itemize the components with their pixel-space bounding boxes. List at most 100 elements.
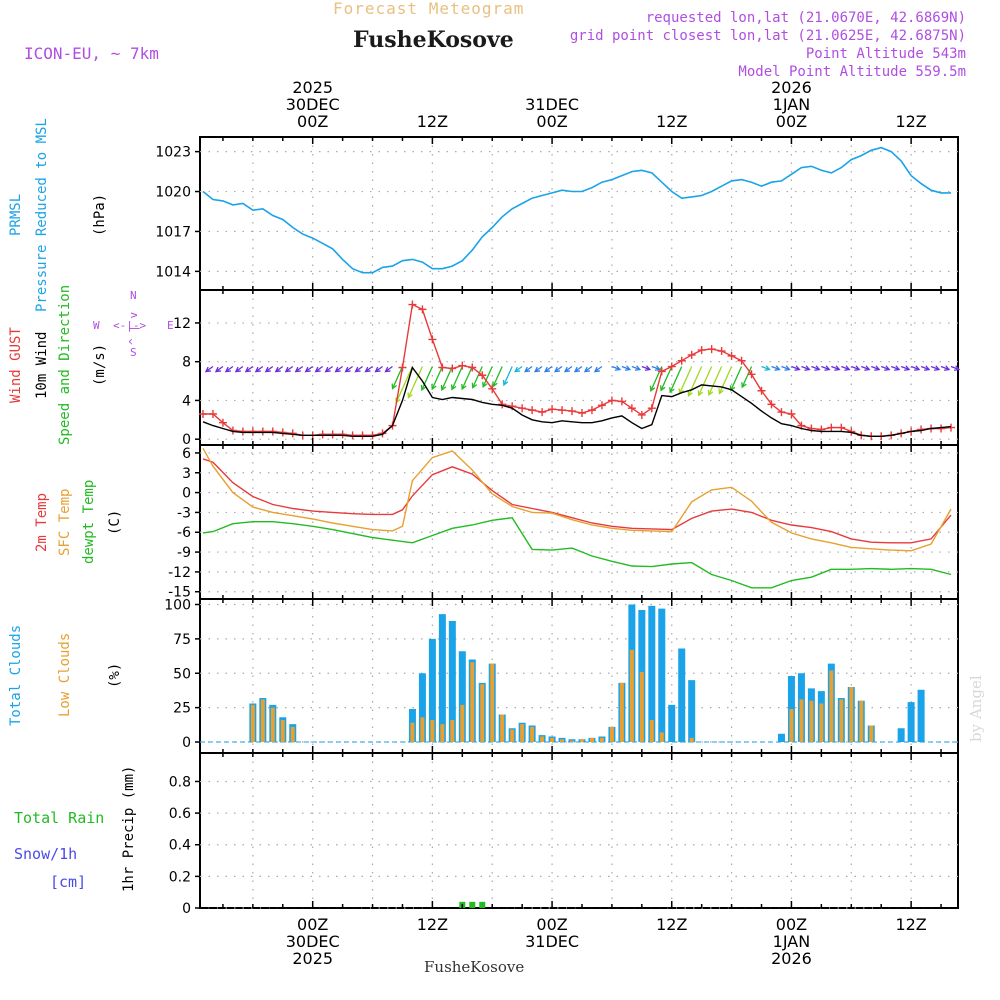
low-cloud-bar bbox=[440, 724, 445, 742]
low-cloud-bar bbox=[430, 720, 435, 742]
wind-arrow-head bbox=[533, 366, 541, 373]
y-tick-label: 4 bbox=[182, 393, 191, 409]
time-label-line: 00Z bbox=[536, 915, 568, 934]
wind-arrow-head bbox=[718, 388, 724, 395]
wind-arrow-head bbox=[440, 384, 447, 392]
wind-arrow-head bbox=[543, 366, 551, 373]
gust-marker bbox=[707, 345, 716, 354]
time-label-line: 00Z bbox=[297, 112, 329, 131]
wind-direction-arrow bbox=[940, 365, 950, 371]
gust-marker bbox=[727, 351, 736, 360]
gust-marker bbox=[458, 361, 467, 370]
low-cloud-bar bbox=[629, 649, 634, 742]
wind-arrow-head bbox=[573, 366, 581, 373]
wind-arrow-head bbox=[374, 366, 381, 373]
wind-direction-arrow bbox=[920, 365, 930, 371]
wind-direction-arrow bbox=[631, 365, 641, 371]
time-label-line: 31DEC bbox=[525, 932, 580, 951]
gust-marker bbox=[488, 384, 497, 393]
pressure-label-1: PRMSL bbox=[8, 193, 24, 237]
bottom-time-label: 00Z 31DEC bbox=[512, 916, 592, 950]
bottom-time-label: 00Z 30DEC 2025 bbox=[273, 916, 353, 967]
y-tick-label: 0.4 bbox=[169, 838, 191, 854]
wind-arrow-head bbox=[904, 365, 911, 371]
compass-horizontal: <-|-> bbox=[113, 319, 147, 332]
wind-direction-arrow bbox=[205, 366, 214, 373]
wind-arrow-head bbox=[660, 385, 666, 392]
bottom-time-label: 00Z 1JAN 2026 bbox=[751, 916, 831, 967]
wind-direction-arrow bbox=[708, 366, 723, 396]
wind-direction-arrow bbox=[285, 366, 294, 373]
low-cloud-bar bbox=[250, 704, 255, 742]
wind-direction-arrow bbox=[718, 366, 733, 394]
wind-arrow-head bbox=[354, 366, 361, 373]
y-tick-label: 8 bbox=[182, 355, 191, 371]
low-cloud-bar bbox=[480, 684, 485, 742]
gust-marker bbox=[198, 410, 207, 418]
wind-direction-arrow bbox=[544, 366, 553, 373]
gust-marker bbox=[498, 400, 507, 409]
low-cloud-bar bbox=[260, 699, 265, 742]
wind-arrow-head bbox=[834, 365, 841, 371]
gust-marker bbox=[408, 300, 417, 309]
time-label-line: 12Z bbox=[656, 915, 688, 934]
wind-direction-arrow bbox=[265, 366, 274, 373]
wind-arrow-head bbox=[914, 365, 921, 371]
total-cloud-bar bbox=[917, 689, 925, 742]
gust-marker bbox=[787, 410, 796, 418]
wind-label-3: Speed and Direction bbox=[57, 284, 73, 446]
wind-direction-arrow bbox=[678, 366, 693, 394]
low-cloud-bar bbox=[450, 720, 455, 742]
wind-direction-arrow bbox=[245, 366, 254, 373]
wind-arrow-head bbox=[649, 385, 656, 393]
gust-marker bbox=[338, 430, 347, 439]
wind-arrow-head bbox=[824, 365, 831, 371]
temp-label-4: (C) bbox=[107, 509, 123, 535]
total-cloud-bar bbox=[678, 648, 686, 742]
y-tick-label: 0.2 bbox=[169, 869, 191, 885]
gust-marker bbox=[597, 401, 606, 410]
gust-marker bbox=[737, 356, 746, 365]
wind-arrow-head bbox=[593, 366, 600, 373]
y-tick-label: 0 bbox=[182, 901, 191, 917]
low-cloud-bar bbox=[570, 740, 575, 742]
total-cloud-bar bbox=[668, 704, 676, 742]
gust-marker bbox=[478, 371, 487, 380]
gust-marker bbox=[667, 362, 676, 371]
low-cloud-bar bbox=[520, 724, 525, 742]
wind-direction-arrow bbox=[215, 366, 224, 373]
y-tick-label: 0 bbox=[182, 735, 191, 751]
wind-arrow-head bbox=[364, 366, 371, 373]
wind-direction-arrow bbox=[554, 366, 563, 373]
wind-arrow-head bbox=[924, 365, 931, 371]
low-cloud-bar bbox=[420, 717, 425, 742]
gust-marker bbox=[218, 418, 227, 427]
temp-sfc-line bbox=[202, 447, 952, 552]
low-cloud-bar bbox=[859, 700, 864, 742]
wind-direction-arrow bbox=[472, 366, 483, 388]
wind-direction-arrow bbox=[564, 366, 573, 373]
wind-arrow-head bbox=[583, 366, 591, 373]
y-tick-label: 1020 bbox=[155, 185, 191, 201]
gust-marker bbox=[587, 406, 596, 415]
wind-arrow-head bbox=[884, 365, 891, 371]
wind-arrow-head bbox=[344, 366, 351, 373]
wind-direction-arrow bbox=[451, 366, 463, 390]
total-cloud-bar bbox=[428, 638, 436, 742]
gust-marker bbox=[777, 408, 786, 417]
low-cloud-bar bbox=[510, 729, 515, 742]
low-cloud-bar bbox=[589, 737, 594, 742]
wind-direction-arrow bbox=[594, 366, 603, 373]
wind-arrow-head bbox=[391, 383, 397, 390]
wind-direction-arrow bbox=[761, 365, 770, 371]
snow-label: Snow/1h bbox=[14, 845, 78, 863]
time-label-line: 12Z bbox=[895, 112, 927, 131]
gust-marker bbox=[747, 370, 756, 379]
low-cloud-bar bbox=[609, 726, 614, 742]
wind-arrow-head bbox=[844, 365, 851, 371]
gust-marker bbox=[577, 409, 586, 418]
gust-marker bbox=[837, 423, 846, 432]
y-tick-label: 100 bbox=[164, 598, 191, 614]
wind-direction-arrow bbox=[669, 366, 683, 393]
wind-label-2: 10m Wind bbox=[34, 331, 50, 399]
